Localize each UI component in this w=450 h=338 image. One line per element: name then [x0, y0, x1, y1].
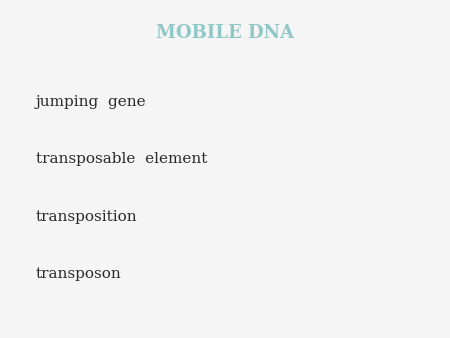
- Text: jumping  gene: jumping gene: [36, 95, 147, 108]
- Text: MOBILE DNA: MOBILE DNA: [156, 24, 294, 42]
- Text: transposon: transposon: [36, 267, 122, 281]
- Text: transposition: transposition: [36, 210, 138, 223]
- Text: transposable  element: transposable element: [36, 152, 207, 166]
